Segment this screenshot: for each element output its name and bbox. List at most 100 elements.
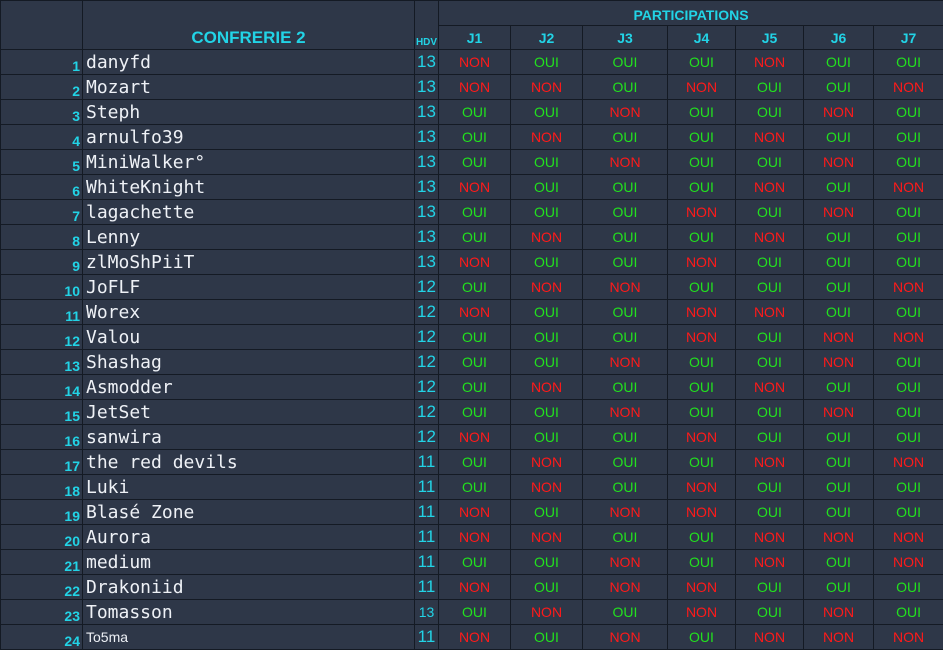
participation-cell: OUI bbox=[668, 125, 736, 150]
participation-cell: OUI bbox=[736, 275, 804, 300]
player-name: Valou bbox=[83, 325, 415, 350]
hdv-value: 11 bbox=[415, 500, 439, 525]
participation-cell: OUI bbox=[736, 150, 804, 175]
rank-number: 5 bbox=[1, 150, 83, 175]
hdv-value: 12 bbox=[415, 400, 439, 425]
day-header: J1 bbox=[439, 26, 511, 50]
rank-number: 20 bbox=[1, 525, 83, 550]
participation-cell: OUI bbox=[439, 600, 511, 625]
hdv-value: 11 bbox=[415, 575, 439, 600]
participation-cell: OUI bbox=[439, 150, 511, 175]
participation-cell: NON bbox=[439, 625, 511, 650]
participation-cell: NON bbox=[583, 400, 668, 425]
participation-cell: NON bbox=[804, 325, 874, 350]
player-name: Steph bbox=[83, 100, 415, 125]
rank-number: 14 bbox=[1, 375, 83, 400]
day-header: J4 bbox=[668, 26, 736, 50]
hdv-value: 11 bbox=[415, 450, 439, 475]
hdv-value: 12 bbox=[415, 275, 439, 300]
player-name: Shashag bbox=[83, 350, 415, 375]
participation-cell: OUI bbox=[874, 400, 943, 425]
participation-cell: OUI bbox=[511, 250, 583, 275]
player-name: medium bbox=[83, 550, 415, 575]
rank-number: 7 bbox=[1, 200, 83, 225]
participation-cell: OUI bbox=[668, 375, 736, 400]
participation-cell: NON bbox=[874, 450, 943, 475]
participation-cell: NON bbox=[511, 450, 583, 475]
participation-cell: OUI bbox=[736, 200, 804, 225]
participation-cell: OUI bbox=[583, 450, 668, 475]
hdv-value: 13 bbox=[415, 75, 439, 100]
participation-cell: NON bbox=[668, 600, 736, 625]
participation-cell: NON bbox=[668, 475, 736, 500]
participation-cell: OUI bbox=[668, 100, 736, 125]
participation-cell: NON bbox=[804, 400, 874, 425]
participation-cell: NON bbox=[668, 325, 736, 350]
participation-cell: OUI bbox=[668, 525, 736, 550]
participation-cell: OUI bbox=[583, 200, 668, 225]
player-name: Worex bbox=[83, 300, 415, 325]
player-name: Drakoniid bbox=[83, 575, 415, 600]
player-name: Asmodder bbox=[83, 375, 415, 400]
participation-cell: OUI bbox=[668, 225, 736, 250]
participation-cell: OUI bbox=[439, 100, 511, 125]
player-name: JetSet bbox=[83, 400, 415, 425]
participation-cell: NON bbox=[439, 50, 511, 75]
participation-cell: NON bbox=[736, 225, 804, 250]
participation-cell: OUI bbox=[511, 100, 583, 125]
player-name: To5ma bbox=[83, 625, 415, 650]
participation-cell: OUI bbox=[874, 300, 943, 325]
participation-cell: OUI bbox=[511, 500, 583, 525]
team-title: CONFRERIE 2 bbox=[83, 1, 415, 50]
participation-cell: NON bbox=[439, 175, 511, 200]
hdv-header: HDV bbox=[415, 1, 439, 50]
day-header: J3 bbox=[583, 26, 668, 50]
participation-cell: NON bbox=[439, 575, 511, 600]
participation-cell: OUI bbox=[804, 50, 874, 75]
participation-cell: OUI bbox=[439, 200, 511, 225]
rank-number: 22 bbox=[1, 575, 83, 600]
participation-cell: OUI bbox=[439, 400, 511, 425]
player-name: MiniWalker° bbox=[83, 150, 415, 175]
participation-cell: NON bbox=[583, 500, 668, 525]
participation-cell: NON bbox=[874, 275, 943, 300]
participation-cell: NON bbox=[668, 575, 736, 600]
participation-cell: OUI bbox=[874, 425, 943, 450]
participation-cell: OUI bbox=[804, 550, 874, 575]
participation-cell: OUI bbox=[736, 325, 804, 350]
participation-cell: OUI bbox=[511, 150, 583, 175]
participation-cell: OUI bbox=[804, 175, 874, 200]
participation-cell: OUI bbox=[583, 50, 668, 75]
hdv-value: 12 bbox=[415, 425, 439, 450]
participation-cell: OUI bbox=[804, 125, 874, 150]
participation-cell: OUI bbox=[583, 525, 668, 550]
player-name: Luki bbox=[83, 475, 415, 500]
participation-cell: NON bbox=[511, 275, 583, 300]
participation-cell: OUI bbox=[804, 475, 874, 500]
participation-cell: OUI bbox=[439, 275, 511, 300]
rank-number: 15 bbox=[1, 400, 83, 425]
participation-cell: OUI bbox=[736, 250, 804, 275]
participation-cell: NON bbox=[668, 250, 736, 275]
hdv-value: 11 bbox=[415, 625, 439, 650]
participation-cell: OUI bbox=[511, 325, 583, 350]
participation-cell: NON bbox=[439, 500, 511, 525]
participation-cell: NON bbox=[874, 625, 943, 650]
participation-cell: NON bbox=[874, 525, 943, 550]
participation-cell: OUI bbox=[874, 250, 943, 275]
participation-cell: OUI bbox=[439, 350, 511, 375]
participation-cell: NON bbox=[804, 600, 874, 625]
participation-cell: NON bbox=[511, 125, 583, 150]
participation-cell: OUI bbox=[874, 50, 943, 75]
rank-number: 8 bbox=[1, 225, 83, 250]
participation-cell: OUI bbox=[736, 400, 804, 425]
